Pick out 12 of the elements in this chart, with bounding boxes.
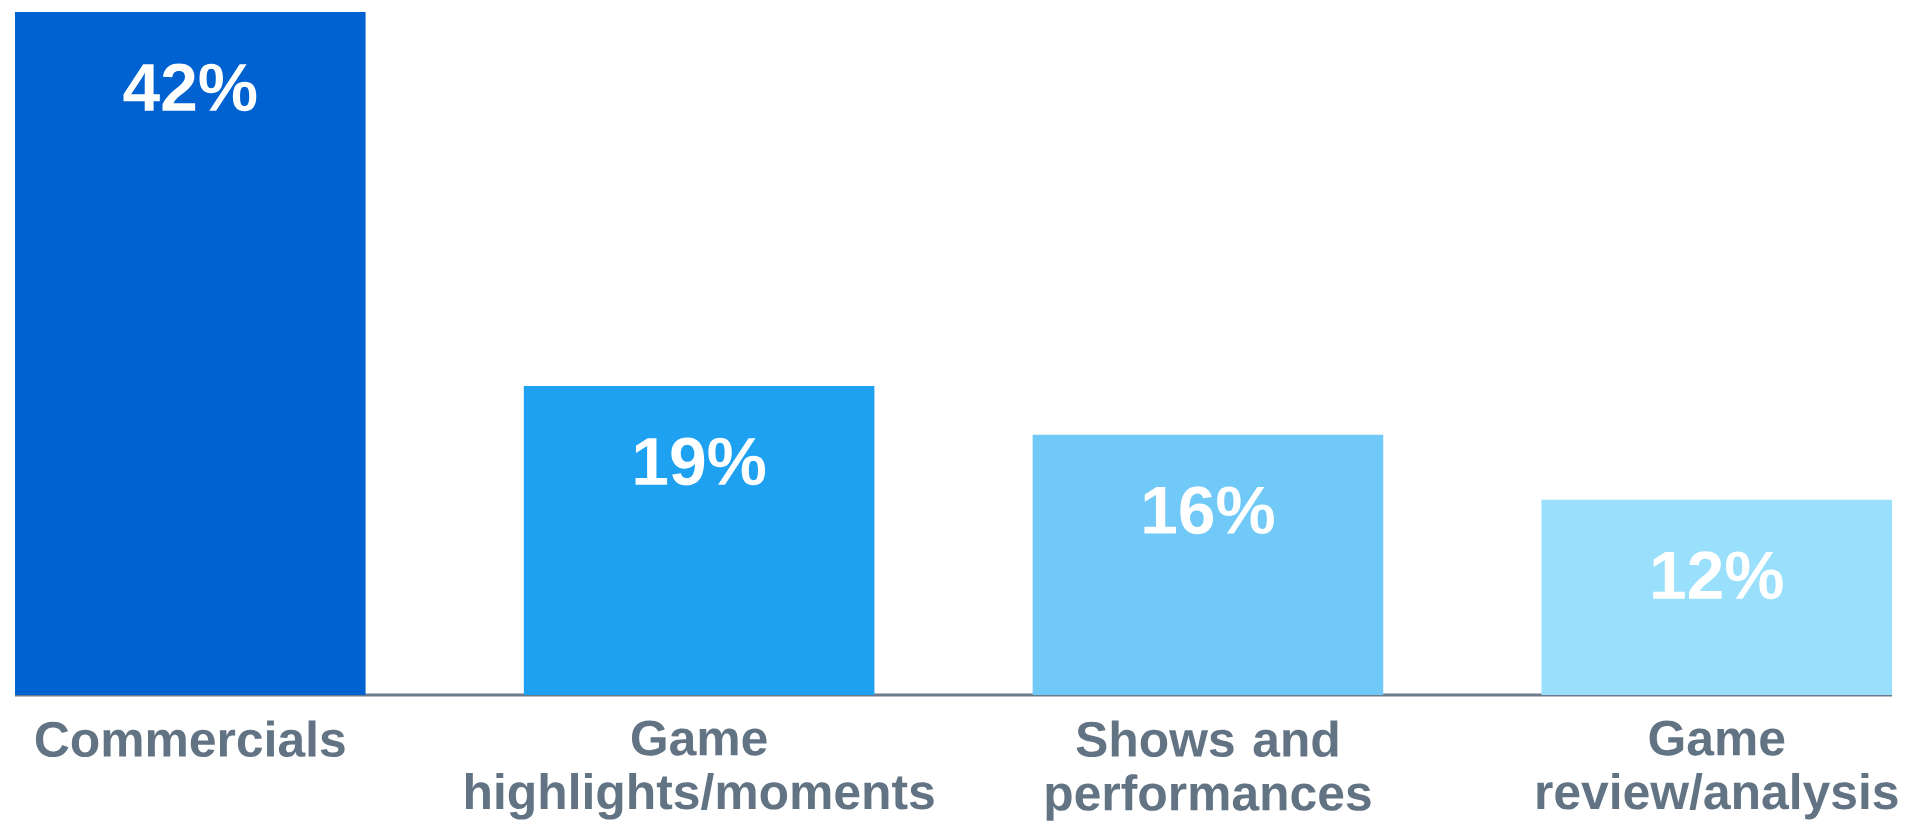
x-tick-label: Shows and performances (1046, 720, 1371, 821)
x-tick-label: Game highlights/moments (465, 720, 934, 820)
data-label: 19% (635, 437, 766, 486)
bar (523, 386, 875, 695)
x-tick-label: Game review/analysis (1537, 720, 1898, 820)
bar (1541, 499, 1893, 695)
data-label: 12% (1653, 551, 1783, 600)
data-label: 42% (123, 63, 257, 112)
bar (15, 12, 366, 695)
bar (1032, 434, 1384, 695)
data-label: 16% (1144, 486, 1274, 535)
x-tick-label: Commercials (35, 720, 345, 758)
